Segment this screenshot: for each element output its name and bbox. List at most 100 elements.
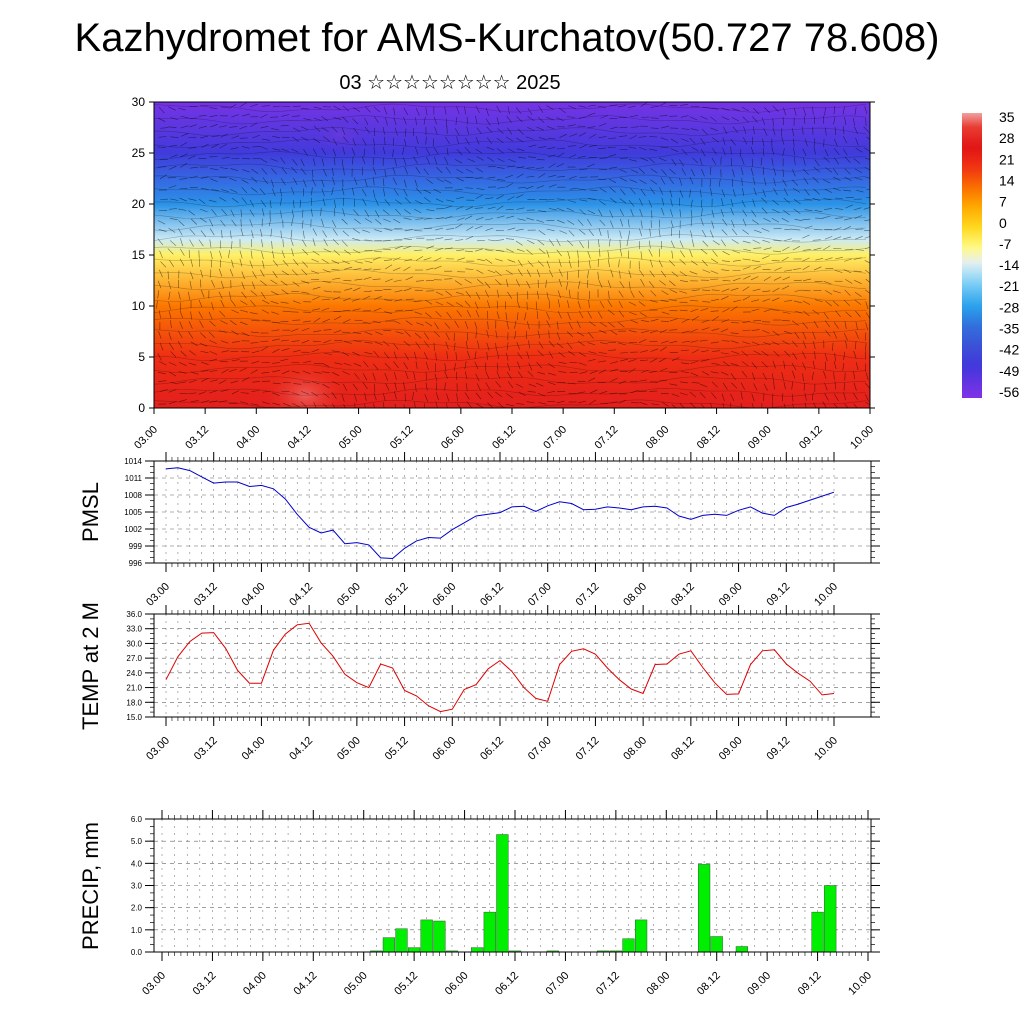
wind-vector (189, 124, 198, 128)
wind-vector (272, 392, 280, 396)
wind-vector (792, 370, 796, 379)
wind-vector (793, 138, 795, 147)
colorbar-label--35: -35 (999, 321, 1019, 337)
wind-vector (415, 166, 421, 174)
wind-vector (373, 350, 380, 358)
wind-vector (231, 341, 240, 343)
wind-vector (640, 369, 649, 373)
wind-vector (200, 188, 209, 190)
wind-vector (750, 276, 759, 281)
wind-vector (465, 206, 474, 211)
wind-vector (188, 331, 194, 339)
wind-vector (414, 249, 423, 251)
wind-vector (188, 198, 197, 201)
wind-vector (188, 147, 197, 149)
wind-vector (814, 159, 820, 167)
wind-vector (762, 329, 770, 334)
heatmap-x-tick-05.12: 05.12 (388, 424, 416, 452)
wind-vector (548, 239, 555, 246)
wind-vector (730, 287, 739, 291)
heatmap-x-tick-05.00: 05.00 (337, 424, 365, 452)
wind-vector (425, 361, 429, 370)
wind-vector (528, 362, 533, 371)
wind-vector (620, 188, 626, 196)
wind-vector (587, 359, 596, 362)
pmsl-x-tick-07.00: 07.00 (526, 581, 554, 609)
wind-vector (824, 208, 833, 210)
wind-vector (374, 341, 383, 346)
temp-y-tick-30.0: 30.0 (126, 639, 142, 648)
wind-vector (249, 312, 258, 315)
wind-vector (221, 208, 227, 216)
wind-vector (270, 300, 279, 304)
wind-vector (372, 278, 381, 280)
wind-vector (291, 115, 301, 117)
wind-vector (464, 106, 466, 115)
wind-vector (640, 278, 645, 287)
wind-vector (372, 256, 381, 261)
wind-vector (271, 128, 280, 131)
wind-vector (599, 219, 606, 227)
wind-vector (334, 199, 336, 208)
wind-vector (423, 352, 428, 360)
wind-vector (801, 126, 804, 135)
wind-vector (650, 348, 659, 352)
wind-vector (251, 350, 260, 354)
wind-vector (589, 370, 598, 374)
wind-vector (374, 383, 376, 392)
wind-vector (577, 156, 586, 158)
wind-vector (617, 321, 625, 328)
temp-y-tick-36.0: 36.0 (126, 610, 142, 619)
wind-vector (292, 158, 298, 166)
wind-vector (486, 126, 493, 133)
wind-vector (784, 350, 791, 357)
wind-vector (587, 104, 596, 107)
wind-vector (854, 106, 857, 115)
wind-vector (457, 257, 465, 261)
wind-vector (343, 297, 351, 302)
wind-vector (364, 392, 367, 401)
wind-vector (375, 198, 379, 206)
wind-vector (384, 299, 393, 302)
wind-vector (231, 114, 239, 118)
wind-vector (301, 327, 310, 332)
wind-vector (825, 300, 832, 307)
wind-vector (834, 217, 843, 219)
wind-vector (824, 149, 829, 157)
wind-vector (568, 321, 573, 330)
wind-vector (395, 331, 404, 334)
wind-vector (241, 187, 248, 194)
wind-vector (853, 158, 861, 164)
wind-vector (446, 199, 455, 202)
wind-vector (313, 402, 317, 408)
precip-y-tick-5.0: 5.0 (131, 837, 143, 846)
wind-vector (293, 259, 299, 266)
wind-vector (661, 290, 669, 295)
wind-vector (608, 178, 617, 183)
wind-vector (680, 349, 690, 352)
wind-vector (477, 258, 486, 262)
wind-vector (179, 321, 183, 330)
wind-vector (559, 133, 567, 138)
wind-vector (648, 281, 655, 288)
wind-vector (709, 230, 714, 238)
wind-vector (547, 363, 555, 369)
wind-vector (341, 218, 348, 225)
wind-vector (845, 279, 853, 284)
wind-vector (423, 217, 432, 220)
wind-vector (514, 320, 517, 329)
contour-line (154, 364, 867, 373)
wind-vector (301, 269, 308, 276)
wind-vector (773, 276, 782, 281)
wind-vector (792, 352, 798, 360)
wind-vector (353, 287, 361, 292)
wind-vector (587, 210, 596, 215)
wind-vector (579, 168, 588, 170)
wind-vector (558, 371, 567, 373)
wind-vector (189, 280, 192, 289)
wind-vector (261, 208, 265, 217)
wind-vector (588, 321, 596, 327)
wind-vector (566, 342, 573, 349)
wind-vector (496, 289, 500, 298)
wind-vector (699, 383, 708, 388)
